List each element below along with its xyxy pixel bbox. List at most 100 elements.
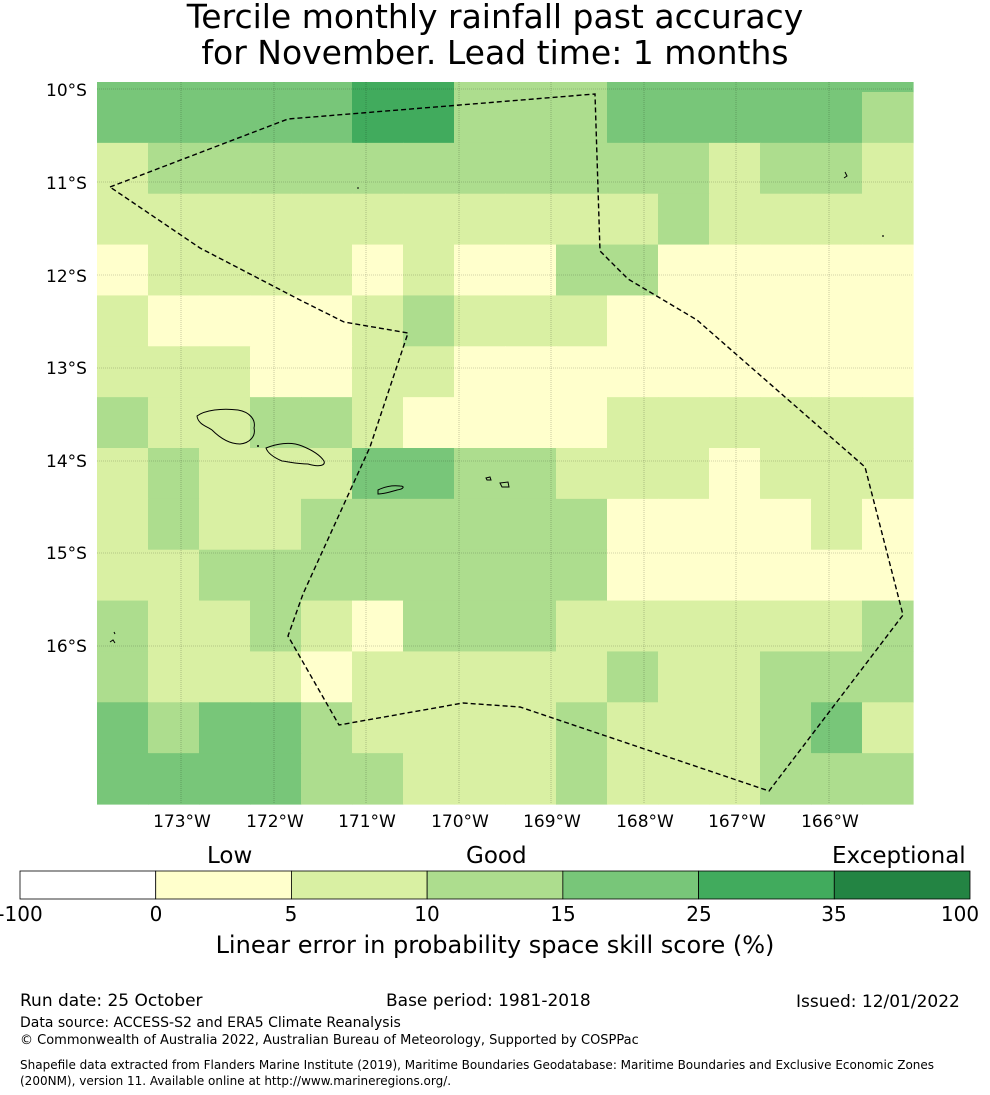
grid-cell xyxy=(148,142,200,195)
grid-cell xyxy=(454,92,506,144)
grid-cell xyxy=(403,498,455,551)
grid-cell xyxy=(862,295,914,347)
grid-cell xyxy=(301,295,353,347)
lon-label-173w: 173°W xyxy=(153,812,211,832)
grid-cell xyxy=(250,142,302,195)
grid-cell xyxy=(250,295,302,347)
grid-cell xyxy=(811,82,863,93)
grid-cell xyxy=(301,244,353,297)
grid-cell xyxy=(607,397,659,449)
grid-cell xyxy=(97,92,149,144)
grid-cell xyxy=(250,702,302,754)
lat-label-12s: 12°S xyxy=(46,267,87,287)
grid-cell xyxy=(862,498,914,551)
grid-cell xyxy=(760,142,812,195)
grid-cell xyxy=(199,753,251,805)
grid-cell xyxy=(811,448,863,500)
grid-cell xyxy=(97,244,149,297)
grid-cell xyxy=(352,142,404,195)
grid-cell xyxy=(505,397,557,449)
grid-cell xyxy=(403,346,455,398)
lat-label-16s: 16°S xyxy=(46,637,87,657)
grid-cell xyxy=(811,702,863,754)
grid-cell xyxy=(658,92,710,144)
grid-cell xyxy=(811,651,863,703)
grid-cell xyxy=(760,702,812,754)
grid-cell xyxy=(250,82,302,93)
upolu-island xyxy=(265,442,325,467)
grid-cell xyxy=(352,244,404,297)
grid-cell xyxy=(658,295,710,347)
grid-cell xyxy=(199,651,251,703)
grid-cell xyxy=(658,448,710,500)
grid-cell xyxy=(454,193,506,246)
legend-tick: 5 xyxy=(284,902,298,926)
grid-cell xyxy=(658,498,710,551)
colorbar-swatch xyxy=(155,870,292,900)
grid-cell xyxy=(607,142,659,195)
grid-cell xyxy=(862,142,914,195)
lon-label-172w: 172°W xyxy=(246,812,304,832)
grid-cell xyxy=(352,549,404,602)
grid-cell xyxy=(760,82,812,93)
grid-cell xyxy=(301,142,353,195)
grid-cell xyxy=(709,244,761,297)
grid-cell xyxy=(199,82,251,93)
grid-cell xyxy=(301,448,353,500)
grid-cell xyxy=(148,448,200,500)
grid-cell xyxy=(862,346,914,398)
islet-apolima xyxy=(257,445,259,447)
lat-label-15s: 15°S xyxy=(46,544,87,564)
grid-cell xyxy=(505,346,557,398)
grid-cell xyxy=(709,702,761,754)
grid-cell xyxy=(709,346,761,398)
grid-cell xyxy=(862,397,914,449)
grid-cell xyxy=(658,244,710,297)
grid-cell xyxy=(301,753,353,805)
grid-cell xyxy=(862,82,914,93)
grid-cell xyxy=(403,753,455,805)
grid-cell xyxy=(199,600,251,653)
grid-cell xyxy=(148,651,200,703)
grid-cell xyxy=(352,600,404,653)
grid-cell xyxy=(760,244,812,297)
grid-cell xyxy=(199,702,251,754)
grid-cell xyxy=(709,142,761,195)
grid-cell xyxy=(607,295,659,347)
colorbar-swatch xyxy=(426,870,564,900)
islet-west xyxy=(109,631,116,644)
grid-cell xyxy=(556,244,608,297)
grid-cell xyxy=(658,702,710,754)
grid-cell xyxy=(811,600,863,653)
grid-cell xyxy=(199,92,251,144)
legend-tick: 10 xyxy=(414,902,440,926)
grid-cell xyxy=(760,92,812,144)
grid-cell xyxy=(148,244,200,297)
islet-northeast xyxy=(843,171,848,179)
grid-cell xyxy=(454,295,506,347)
grid-cell xyxy=(352,498,404,551)
grid-cell xyxy=(352,193,404,246)
grid-cell xyxy=(760,295,812,347)
grid-cell xyxy=(862,600,914,653)
grid-cell xyxy=(658,651,710,703)
grid-cell xyxy=(97,702,149,754)
colorbar-swatch xyxy=(698,870,835,900)
grid-cell xyxy=(556,498,608,551)
grid-cell xyxy=(607,92,659,144)
grid-cell xyxy=(454,244,506,297)
grid-cell xyxy=(556,600,608,653)
grid-cell xyxy=(352,651,404,703)
grid-cell xyxy=(403,651,455,703)
grid-cell xyxy=(250,448,302,500)
grid-cell xyxy=(148,92,200,144)
grid-cell xyxy=(658,346,710,398)
tutuila-island xyxy=(377,485,404,495)
grid-cell xyxy=(148,600,200,653)
grid-cell xyxy=(607,498,659,551)
lat-label-14s: 14°S xyxy=(46,452,87,472)
grid-cell xyxy=(505,244,557,297)
grid-cell xyxy=(811,193,863,246)
colorbar-swatch xyxy=(833,870,971,900)
grid-cell xyxy=(658,142,710,195)
